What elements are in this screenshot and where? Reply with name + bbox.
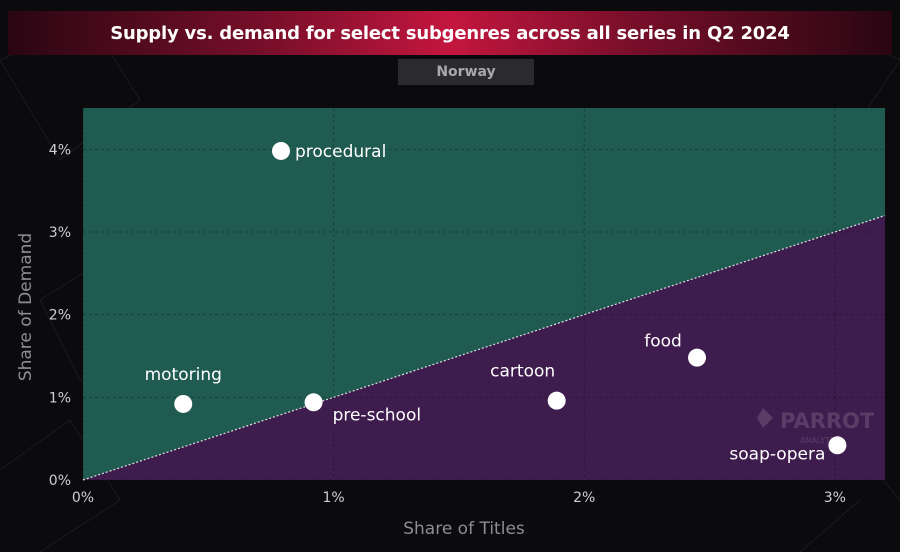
- point-soap-opera: [828, 436, 847, 455]
- x-tick-label: 0%: [72, 490, 94, 506]
- point-label-soap-opera: soap-opera: [729, 444, 825, 464]
- below-diagonal-region: [83, 215, 885, 480]
- parity-line: [82, 214, 886, 481]
- y-tick-label: 4%: [49, 142, 71, 158]
- point-label-procedural: procedural: [295, 142, 386, 162]
- point-pre-school: [304, 393, 323, 412]
- point-motoring: [174, 394, 193, 413]
- gridlines: [82, 108, 885, 481]
- x-tick-label: 1%: [323, 490, 345, 506]
- point-label-food: food: [644, 332, 682, 352]
- point-label-pre-school: pre-school: [333, 405, 422, 425]
- point-label-cartoon: cartoon: [490, 362, 555, 382]
- x-tick-label: 2%: [573, 490, 595, 506]
- x-axis-ticks: 0% 1% 2% 3%: [72, 490, 846, 506]
- parrot-logo-icon: [757, 408, 773, 428]
- point-food: [688, 348, 707, 367]
- y-axis-ticks: 0% 1% 2% 3% 4%: [49, 142, 71, 489]
- data-points: procedural motoring pre-school cartoon food s…: [145, 141, 847, 464]
- parrot-analytics-watermark: PARROT ANALYTICS: [757, 408, 875, 445]
- x-axis-title: Share of Titles: [403, 519, 525, 539]
- point-procedural: [271, 141, 290, 160]
- above-diagonal-region: [83, 108, 885, 480]
- point-cartoon: [547, 391, 566, 410]
- y-axis-title: Share of Demand: [16, 233, 36, 381]
- watermark-sub: ANALYTICS: [800, 436, 843, 445]
- watermark-brand: PARROT: [780, 409, 875, 433]
- chart-title: Supply vs. demand for select subgenres a…: [110, 22, 790, 44]
- x-tick-label: 3%: [824, 490, 846, 506]
- y-tick-label: 2%: [49, 308, 71, 324]
- title-bar: Supply vs. demand for select subgenres a…: [8, 11, 892, 55]
- region-badge: Norway: [398, 59, 534, 85]
- y-tick-label: 3%: [49, 225, 71, 241]
- y-tick-label: 1%: [49, 390, 71, 406]
- y-tick-label: 0%: [49, 473, 71, 489]
- point-label-motoring: motoring: [145, 365, 222, 385]
